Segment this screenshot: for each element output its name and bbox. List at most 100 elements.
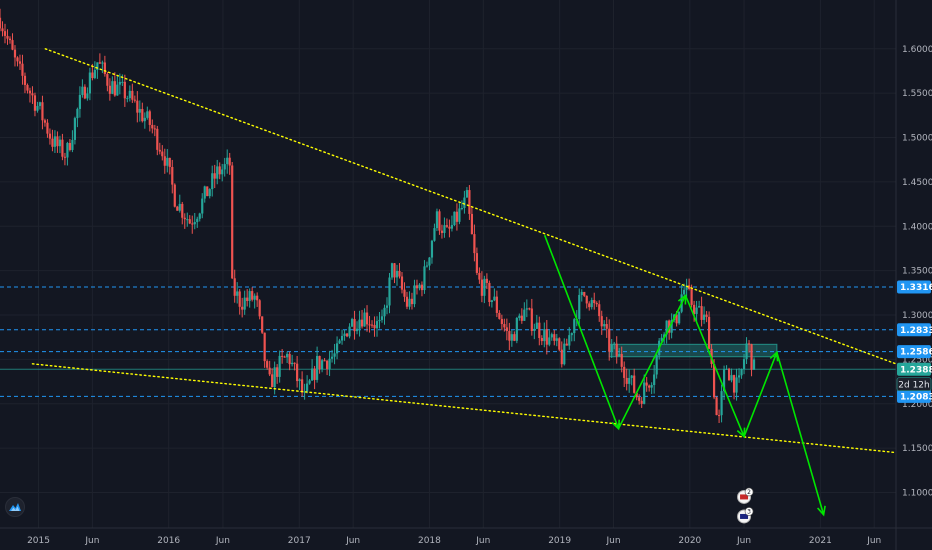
candle-body — [615, 343, 618, 357]
candles — [0, 8, 756, 424]
candle-body — [108, 85, 111, 94]
x-tick-label: Jun — [215, 536, 230, 546]
candle-body — [388, 277, 391, 306]
tradingview-logo[interactable] — [5, 497, 25, 517]
candle-body — [278, 355, 281, 377]
candle-body — [433, 228, 436, 241]
candle-body — [725, 368, 728, 370]
candle-body — [585, 295, 588, 304]
candle-body — [530, 308, 533, 331]
candle-body — [690, 288, 693, 305]
candle-body — [48, 133, 52, 139]
candle-body — [558, 338, 561, 350]
candle-body — [188, 219, 191, 224]
projection-arrowhead — [816, 505, 826, 517]
candle-body — [483, 278, 486, 296]
candle-body — [163, 156, 166, 166]
candle-body — [358, 319, 361, 329]
candle-body — [540, 337, 543, 342]
candle-body — [283, 356, 286, 358]
candle-body — [118, 81, 121, 85]
candle-body — [18, 61, 22, 64]
candle-body — [301, 379, 304, 393]
candle-body — [11, 40, 14, 50]
candle-body — [515, 317, 518, 341]
candle-body — [735, 377, 738, 393]
level-tag-bg — [897, 345, 931, 359]
candle-body — [33, 95, 37, 111]
candle-body — [58, 139, 62, 147]
candle-body — [166, 157, 169, 166]
candle-body — [146, 111, 149, 118]
candle-body — [458, 208, 461, 222]
candle-body — [583, 291, 586, 296]
candle-body — [373, 325, 376, 329]
candle-body — [390, 263, 394, 278]
candle-body — [213, 173, 216, 179]
candle-body — [238, 291, 241, 307]
candle-body — [268, 367, 271, 375]
x-tick-label: Jun — [475, 536, 490, 546]
x-tick-label: 2019 — [548, 536, 571, 546]
candle-body — [93, 69, 96, 79]
candle-body — [543, 329, 546, 342]
candle-body — [196, 218, 199, 223]
candle-body — [176, 206, 179, 211]
candle-body — [707, 316, 711, 349]
candle-body — [670, 319, 673, 333]
candle-body — [385, 305, 389, 308]
candle-body — [698, 306, 701, 308]
candle-body — [600, 316, 603, 327]
candle-body — [23, 75, 27, 85]
candle-body — [555, 338, 558, 341]
event-count: 2 — [747, 489, 751, 496]
candle-body — [158, 149, 161, 152]
candle-body — [368, 324, 371, 326]
candle-body — [131, 90, 134, 100]
candle-body — [186, 219, 189, 221]
candle-body — [568, 335, 571, 346]
candle-body — [251, 291, 254, 300]
x-tick-label: 2021 — [809, 536, 832, 546]
candle-body — [403, 289, 406, 297]
level-tag-bg — [897, 280, 931, 294]
candle-body — [330, 356, 334, 359]
candle-body — [588, 303, 591, 308]
candle-body — [325, 360, 329, 369]
candle-body — [133, 99, 136, 101]
candle-body — [1, 28, 4, 32]
projection-segment — [543, 234, 620, 429]
candle-body — [478, 272, 481, 280]
candle-body — [328, 358, 331, 369]
candle-body — [545, 329, 548, 345]
candle-body — [241, 306, 244, 310]
candle-body — [695, 307, 698, 314]
candle-body — [375, 321, 379, 329]
candle-body — [465, 190, 469, 198]
candle-body — [113, 81, 116, 96]
candle-body — [518, 315, 521, 318]
candle-body — [528, 308, 531, 310]
candle-body — [613, 343, 616, 345]
candle-body — [340, 335, 344, 341]
y-tick-label: 1.20000 — [902, 400, 932, 410]
candle-body — [343, 333, 346, 336]
candle-body — [523, 309, 526, 321]
y-tick-label: 1.10000 — [902, 489, 932, 499]
candle-body — [246, 297, 249, 301]
level-tag-bg — [897, 389, 931, 403]
candle-body — [318, 355, 321, 370]
candle-body — [345, 333, 349, 337]
candle-body — [313, 368, 316, 380]
candle-body — [111, 81, 114, 94]
candle-body — [13, 49, 17, 58]
x-tick-label: Jun — [345, 536, 360, 546]
candle-body — [510, 334, 513, 341]
candle-body — [468, 190, 471, 214]
candle-body — [71, 139, 74, 150]
candle-body — [88, 72, 91, 94]
candle-body — [485, 278, 488, 283]
candle-body — [470, 213, 473, 235]
candle-body — [308, 380, 311, 384]
